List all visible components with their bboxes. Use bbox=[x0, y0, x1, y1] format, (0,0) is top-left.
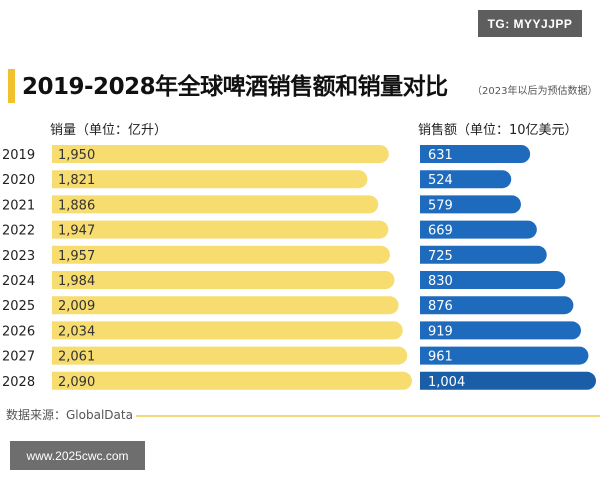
watermark-bottom: www.2025cwc.com bbox=[10, 441, 145, 470]
chart-subtitle: （2023年以后为预估数据） bbox=[472, 86, 598, 97]
year-label: 2026 bbox=[2, 324, 35, 339]
sales-bar bbox=[420, 321, 581, 340]
volume-value-label: 2,009 bbox=[58, 299, 95, 314]
source-divider bbox=[136, 415, 600, 417]
sales-bar bbox=[420, 145, 531, 163]
year-label: 2019 bbox=[2, 148, 35, 163]
volume-value-label: 1,950 bbox=[58, 148, 95, 163]
year-label: 2025 bbox=[2, 299, 35, 314]
volume-bar bbox=[52, 220, 389, 239]
sales-bar bbox=[420, 220, 537, 239]
volume-bar bbox=[52, 245, 390, 264]
volume-series-label: 销量（单位：亿升） bbox=[50, 123, 168, 138]
sales-bar bbox=[420, 371, 596, 390]
volume-bar bbox=[52, 296, 399, 315]
volume-bar bbox=[52, 346, 408, 365]
data-source: 数据来源：GlobalData bbox=[6, 408, 133, 422]
volume-bar bbox=[52, 271, 395, 289]
volume-bar bbox=[52, 195, 379, 214]
year-label: 2027 bbox=[2, 350, 35, 365]
volume-value-label: 1,984 bbox=[58, 274, 95, 289]
volume-value-label: 1,957 bbox=[58, 249, 95, 264]
volume-bar bbox=[52, 170, 368, 189]
sales-value-label: 961 bbox=[428, 350, 453, 365]
sales-bars: 631 524 579 669 725 830 876 919 961 1,004 bbox=[420, 145, 596, 390]
volume-bars: 1,950 1,821 1,886 1,947 1,957 1,984 2,009 2,034… bbox=[52, 145, 412, 390]
sales-value-label: 830 bbox=[428, 274, 453, 289]
year-axis-labels: 2019 2020 2021 2022 2023 2024 2025 2026 2027 2028 bbox=[2, 148, 35, 390]
sales-bar bbox=[420, 296, 574, 315]
title-accent-bar bbox=[8, 69, 15, 103]
volume-value-label: 1,886 bbox=[58, 198, 95, 213]
sales-value-label: 524 bbox=[428, 173, 453, 188]
year-label: 2028 bbox=[2, 375, 35, 390]
sales-bar bbox=[420, 271, 566, 289]
sales-value-label: 579 bbox=[428, 198, 453, 213]
sales-bar bbox=[420, 195, 521, 214]
watermark-top: TG: MYYJJPP bbox=[478, 10, 582, 37]
sales-bar bbox=[420, 245, 547, 264]
chart-title: 2019-2028年全球啤酒销售额和销量对比 bbox=[22, 74, 448, 100]
volume-value-label: 2,061 bbox=[58, 350, 95, 365]
sales-bar bbox=[420, 346, 589, 365]
sales-value-label: 919 bbox=[428, 324, 453, 339]
volume-value-label: 2,090 bbox=[58, 375, 95, 390]
year-label: 2021 bbox=[2, 198, 35, 213]
volume-value-label: 2,034 bbox=[58, 324, 95, 339]
volume-bar bbox=[52, 321, 403, 340]
year-label: 2022 bbox=[2, 224, 35, 239]
volume-value-label: 1,947 bbox=[58, 224, 95, 239]
volume-bar bbox=[52, 371, 412, 390]
year-label: 2023 bbox=[2, 249, 35, 264]
year-label: 2024 bbox=[2, 274, 35, 289]
sales-series-label: 销售额（单位：10亿美元） bbox=[418, 123, 578, 138]
volume-value-label: 1,821 bbox=[58, 173, 95, 188]
sales-value-label: 725 bbox=[428, 249, 453, 264]
sales-value-label: 876 bbox=[428, 299, 453, 314]
volume-bar bbox=[52, 145, 389, 163]
sales-value-label: 1,004 bbox=[428, 375, 465, 390]
year-label: 2020 bbox=[2, 173, 35, 188]
sales-value-label: 631 bbox=[428, 148, 453, 163]
sales-bar bbox=[420, 170, 512, 189]
sales-value-label: 669 bbox=[428, 224, 453, 239]
